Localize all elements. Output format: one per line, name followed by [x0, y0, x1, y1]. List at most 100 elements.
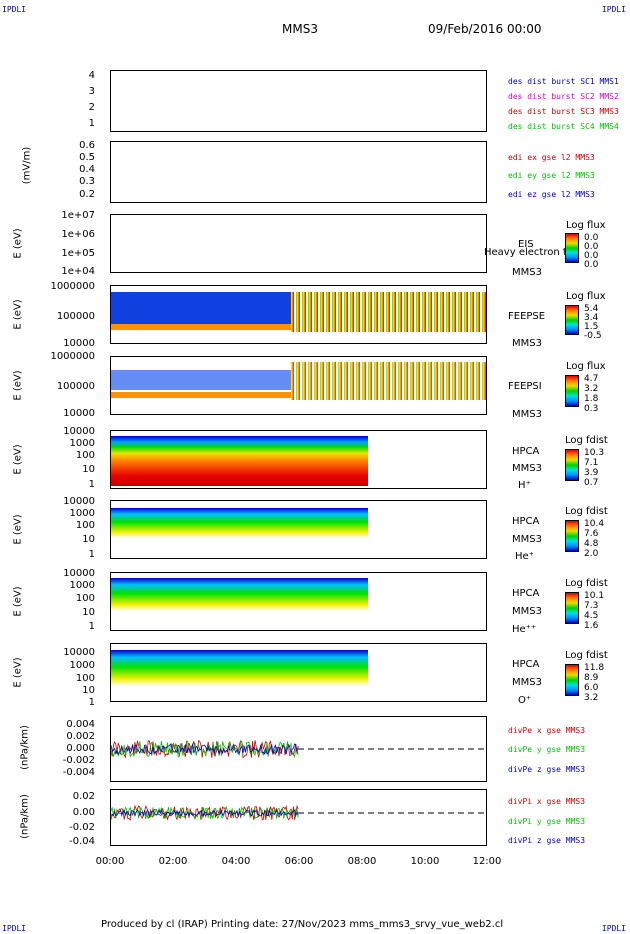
instrument-label-hpca-hepp: HPCA [512, 588, 540, 599]
feepsi-orange-band [111, 392, 291, 398]
xtick: 00:00 [95, 856, 125, 867]
panel-hpca-o [110, 643, 487, 702]
mission-title: MMS3 [282, 22, 318, 36]
colorbar-tick: 6.0 [584, 683, 599, 693]
colorbar-title-hpca-o: Log fdist [565, 650, 608, 661]
ytick: 4 [88, 70, 95, 81]
colorbar-feepse [565, 305, 579, 335]
instrument-label-hpca-h: HPCA [512, 446, 540, 457]
colorbar-title-eis: Log flux [566, 220, 606, 231]
panel-feepsi [110, 356, 487, 415]
ytick: 1 [88, 118, 95, 129]
instrument-label-hpca-he: HPCA [512, 516, 540, 527]
ytick: 3 [88, 86, 95, 97]
ytick: 1000000 [50, 281, 95, 292]
panel-edi [110, 141, 487, 203]
spacecraft-label-feepsi: MMS3 [512, 409, 542, 420]
colorbar-tick: 3.2 [584, 384, 599, 394]
ytick: 100000 [56, 381, 95, 392]
xtick: 04:00 [221, 856, 251, 867]
colorbar-tick: 0.3 [584, 404, 599, 414]
xtick: 10:00 [410, 856, 440, 867]
legend-burst-sc1: des dist burst SC1 MMS1 [508, 77, 619, 86]
ytick: 1e+05 [61, 248, 95, 259]
panel-divpe [110, 716, 487, 782]
hpca-o-spectrogram [111, 650, 368, 698]
instrument-label-eis: EIS [518, 239, 534, 250]
colorbar-title-hpca-h: Log fdist [565, 435, 608, 446]
feepse-low-energy-block [111, 292, 291, 326]
legend-divpi-y: divPi y gse MMS3 [508, 817, 586, 826]
hpca-h-spectrogram [111, 436, 368, 486]
ytick: 0.5 [79, 152, 95, 163]
ytick: 0.002 [66, 731, 95, 742]
ylabel-divpe: (nPa/km) [19, 725, 31, 770]
footer-credit: Produced by cl (IRAP) Printing date: 27/… [101, 919, 504, 930]
hpca-he-spectrogram [111, 508, 368, 548]
ytick: 10000 [63, 408, 95, 419]
ytick: 1 [88, 549, 95, 560]
ytick: 0.6 [79, 140, 95, 151]
ytick: 1000 [69, 660, 95, 671]
ylabel-eis: E (eV) [12, 228, 24, 259]
colorbar-tick: 1.8 [584, 394, 599, 404]
colorbar-tick: 2.0 [584, 549, 599, 559]
xtick: 06:00 [284, 856, 314, 867]
legend-edi-ez: edi ez gse l2 MMS3 [508, 190, 595, 199]
colorbar-tick: 10.3 [584, 448, 605, 458]
footer-corner-right: IPDLI [601, 924, 626, 933]
divpi-z-trace [110, 809, 299, 818]
panel-hpca-h [110, 430, 487, 489]
ytick: 10000 [63, 496, 95, 507]
divpe-y-trace [110, 740, 299, 759]
colorbar-tick: 8.9 [584, 673, 599, 683]
ytick: 1e+04 [61, 266, 95, 277]
colorbar-tick: 11.8 [584, 663, 605, 673]
colorbar-tick: 7.6 [584, 529, 599, 539]
plot-date: 09/Feb/2016 00:00 [428, 22, 542, 36]
colorbar-hpca-o [565, 664, 579, 696]
ytick: 1000 [69, 508, 95, 519]
colorbar-tick: 4.8 [584, 539, 599, 549]
ytick: 10 [82, 534, 95, 545]
feepsi-block [111, 370, 291, 390]
ytick: 1e+06 [61, 229, 95, 240]
spacecraft-label-hpca-he: MMS3 [512, 534, 542, 545]
colorbar-tick: 1.6 [584, 621, 599, 631]
xtick: 02:00 [158, 856, 188, 867]
colorbar-hpca-he [565, 520, 579, 552]
panel-burst [110, 70, 487, 132]
ytick: -0.002 [62, 755, 95, 766]
ytick: 100 [75, 520, 95, 531]
ytick: 10000 [63, 338, 95, 349]
ytick: 10000 [63, 568, 95, 579]
colorbar-title-hpca-he: Log fdist [565, 506, 608, 517]
ylabel-hpca-hepp: E (eV) [12, 586, 24, 617]
legend-divpe-x: divPe x gse MMS3 [508, 726, 586, 735]
ytick: 100000 [56, 311, 95, 322]
spacecraft-label-feepse: MMS3 [512, 338, 542, 349]
legend-edi-ey: edi ey gse l2 MMS3 [508, 171, 595, 180]
pressure-traces [110, 740, 299, 821]
panel-eis [110, 214, 487, 273]
colorbar-tick: 10.4 [584, 519, 605, 529]
panel-feepse [110, 285, 487, 344]
ytick: 1 [88, 479, 95, 490]
ytick: 2 [88, 102, 95, 113]
panel-hpca-he [110, 500, 487, 559]
corner-label-left: IPDLI [2, 5, 27, 14]
ytick: -0.04 [69, 836, 95, 847]
ylabel-edi: (mV/m) [21, 146, 33, 185]
eis-overlay-label: Heavy electron to [484, 247, 573, 258]
ytick: 10000 [63, 647, 95, 658]
ylabel-hpca-h: E (eV) [12, 444, 24, 475]
spacecraft-label-hpca-o: MMS3 [512, 677, 542, 688]
ytick: 1000 [69, 580, 95, 591]
ytick: 10 [82, 685, 95, 696]
colorbar-tick: 3.4 [584, 313, 599, 323]
colorbar-tick: 0.7 [584, 478, 599, 488]
species-label-o: O⁺ [518, 695, 532, 706]
spacecraft-label-hpca-hepp: MMS3 [512, 606, 542, 617]
feepse-orange-band [111, 324, 291, 330]
